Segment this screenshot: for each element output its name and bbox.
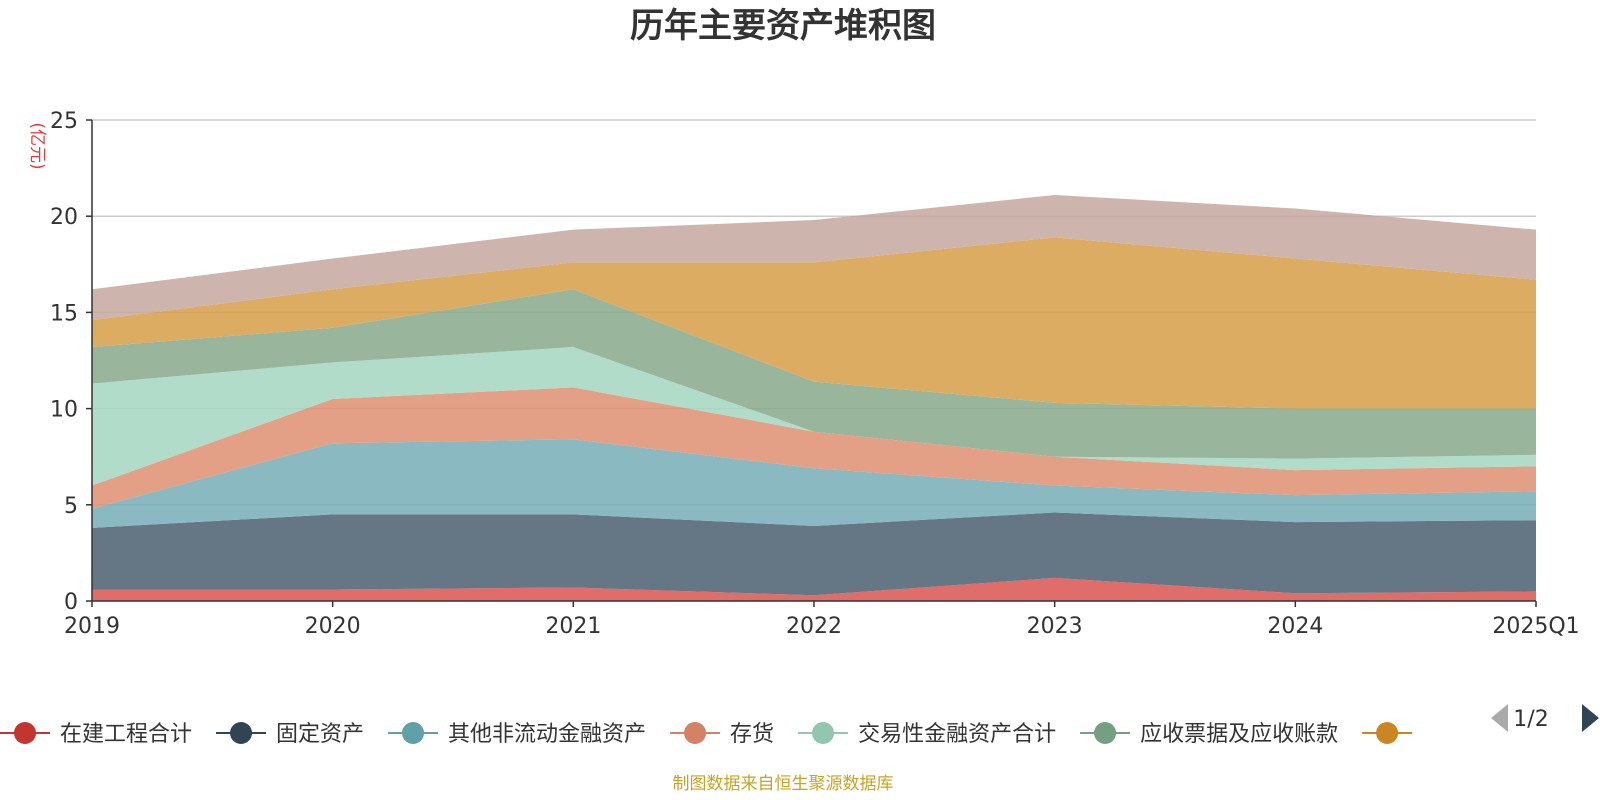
legend-item-3[interactable]: 存货 [670, 722, 774, 747]
area-series-group [92, 195, 1536, 601]
area-series-0 [92, 577, 1536, 601]
legend-item-1[interactable]: 固定资产 [216, 722, 364, 747]
legend-label: 应收票据及应收账款 [1140, 722, 1338, 747]
x-tick-label-3: 2022 [786, 614, 842, 639]
area-series-1 [92, 512, 1536, 596]
area-series-7 [92, 195, 1536, 321]
legend-label: 存货 [730, 722, 774, 747]
x-tick-label-1: 2020 [305, 614, 361, 639]
legend-label: 固定资产 [276, 722, 364, 747]
legend-item-2[interactable]: 其他非流动金融资产 [388, 722, 646, 747]
legend-item-0[interactable]: 在建工程合计 [0, 722, 192, 747]
y-tick-label-3: 15 [50, 301, 78, 326]
area-series-6 [92, 237, 1536, 409]
pager-prev-icon[interactable] [1491, 704, 1508, 732]
legend-marker-icon [402, 722, 425, 744]
y-tick-label-0: 0 [64, 590, 78, 615]
legend-marker-icon [1376, 722, 1399, 744]
area-series-3 [92, 387, 1536, 509]
pager-next-icon[interactable] [1582, 704, 1599, 732]
data-source-footer: 制图数据来自恒生聚源数据库 [673, 774, 894, 794]
legend-marker-icon [230, 722, 253, 744]
legend-marker-icon [684, 722, 707, 744]
legend-label: 其他非流动金融资产 [448, 722, 646, 747]
legend-label: 交易性金融资产合计 [858, 722, 1056, 747]
x-tick-label-2: 2021 [545, 614, 601, 639]
area-series-2 [92, 439, 1536, 528]
y-axis-unit-label: (亿元) [27, 122, 47, 169]
legend-marker-icon [812, 722, 835, 744]
x-tick-label-6: 2025Q1 [1492, 614, 1579, 639]
y-tick-label-2: 10 [50, 398, 78, 423]
legend-marker-icon [1094, 722, 1117, 744]
area-series-5 [92, 289, 1536, 459]
legend-marker-icon [14, 722, 36, 744]
legend-item-6[interactable] [1362, 722, 1413, 744]
legend-item-5[interactable]: 应收票据及应收账款 [1080, 722, 1338, 747]
legend-item-4[interactable]: 交易性金融资产合计 [798, 722, 1056, 747]
y-tick-label-4: 20 [50, 205, 78, 230]
y-tick-label-1: 5 [64, 494, 78, 519]
area-series-4 [92, 347, 1536, 486]
legend-pager: 1/2 [1491, 704, 1599, 732]
y-tick-label-5: 25 [50, 109, 78, 134]
legend-label: 在建工程合计 [60, 722, 192, 747]
x-tick-label-0: 2019 [64, 614, 120, 639]
x-tick-label-5: 2024 [1267, 614, 1323, 639]
chart-title: 历年主要资产堆积图 [630, 6, 936, 46]
pager-label: 1/2 [1513, 707, 1548, 732]
axes: 0 5 10 15 20 25 2019 2020 2021 2022 2023 2024 2025Q1 [50, 109, 1580, 639]
x-tick-label-4: 2023 [1027, 614, 1083, 639]
legend: 在建工程合计 固定资产 其他非流动金融资产 存货 交易性金融资产合计 应收票据及应收账款 [0, 722, 1413, 747]
